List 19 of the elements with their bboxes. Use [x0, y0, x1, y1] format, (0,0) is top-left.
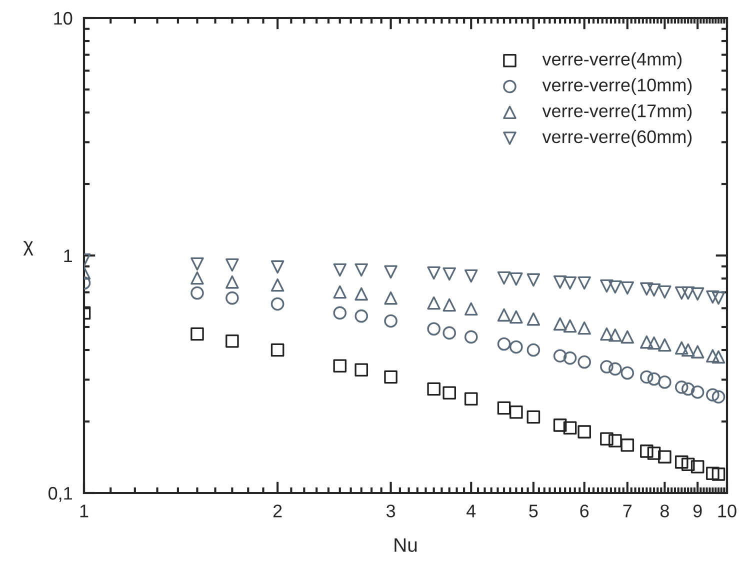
x-tick-label: 9: [693, 504, 702, 518]
x-axis-title: Nu: [394, 538, 417, 552]
legend-label: verre-verre(17mm): [542, 104, 692, 121]
y-tick-label: 0,1: [48, 486, 72, 502]
x-tick-label: 3: [386, 504, 396, 518]
x-tick-label: 8: [660, 504, 669, 518]
y-tick-label: 1: [64, 250, 72, 262]
x-tick-label: 1: [80, 504, 88, 518]
y-tick-label: 10: [54, 12, 72, 25]
legend-label: verre-verre(4mm): [542, 52, 682, 70]
x-tick-label: 7: [623, 504, 632, 518]
x-tick-label: 4: [466, 504, 476, 518]
x-tick-label: 5: [529, 504, 538, 518]
y-axis-title: χ: [23, 240, 34, 256]
x-tick-label: 10: [718, 504, 736, 518]
x-tick-label: 6: [580, 504, 589, 518]
legend-label: verre-verre(60mm): [542, 130, 692, 147]
x-tick-label: 2: [273, 504, 282, 518]
legend-label: verre-verre(10mm): [542, 78, 692, 95]
